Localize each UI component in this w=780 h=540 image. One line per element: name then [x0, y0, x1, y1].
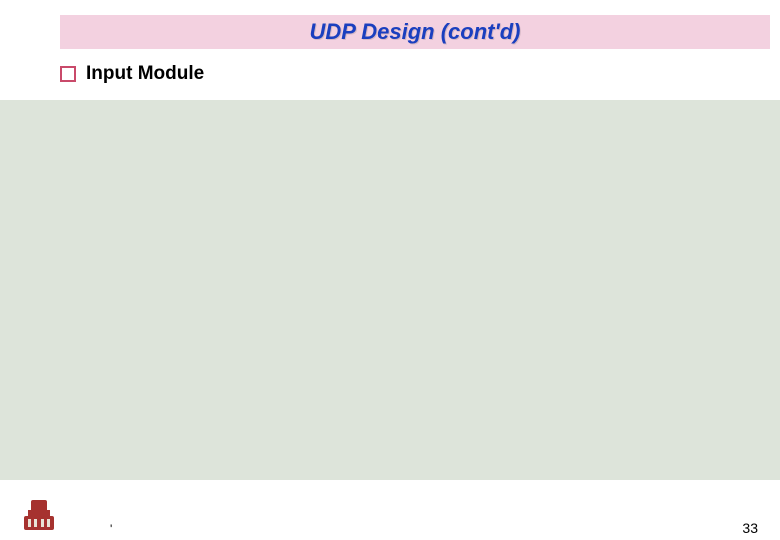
slide-title-text: UDP Design (cont'd): [310, 19, 521, 45]
content-area: [0, 100, 780, 480]
footer-mark: ': [110, 522, 112, 536]
slide: UDP Design (cont'd) Input Module ' 33: [0, 0, 780, 540]
square-bullet-icon: [60, 66, 76, 82]
page-number: 33: [742, 520, 758, 536]
institution-logo-icon: [22, 488, 56, 530]
bullet-label: Input Module: [86, 63, 204, 85]
slide-title-bar: UDP Design (cont'd): [60, 15, 770, 49]
bullet-row: Input Module: [60, 63, 204, 85]
